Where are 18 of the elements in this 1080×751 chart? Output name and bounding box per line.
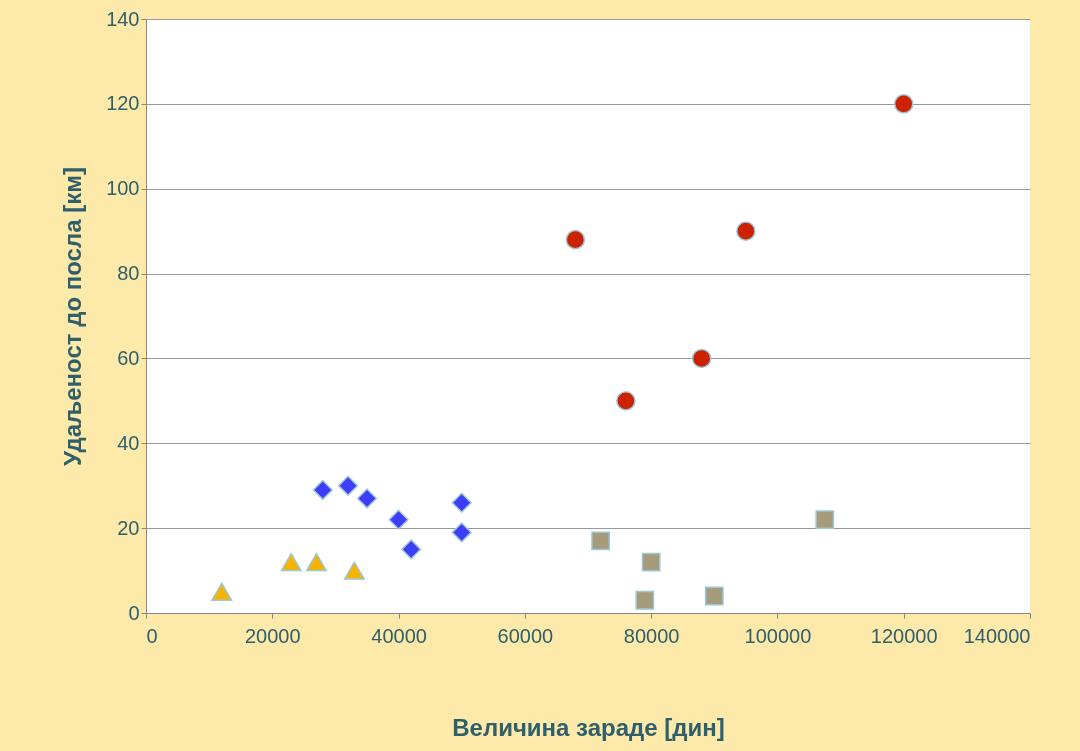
x-tick-label: 140000 [963,624,1031,647]
x-tick-label: 20000 [244,624,301,647]
y-tick-label: 40 [117,431,140,454]
x-tick-label: 80000 [623,624,680,647]
y-tick-label: 140 [106,7,140,30]
y-axis-title: Удаљеност до посла [км] [59,167,87,466]
x-tick-label: 60000 [497,624,554,647]
y-tick-label: 100 [106,177,140,200]
y-tick-label: 20 [117,516,140,539]
x-tick-label: 120000 [870,624,938,647]
y-tick-label: 120 [106,92,140,115]
x-tick-label: 0 [146,624,158,647]
x-tick-label: 40000 [371,624,427,647]
y-tick-label: 0 [128,601,140,624]
x-tick-label: 100000 [744,624,812,647]
y-tick-label: 80 [117,262,140,285]
x-axis-title: Величина зараде [дин] [452,713,725,741]
y-tick-label: 60 [117,346,140,369]
